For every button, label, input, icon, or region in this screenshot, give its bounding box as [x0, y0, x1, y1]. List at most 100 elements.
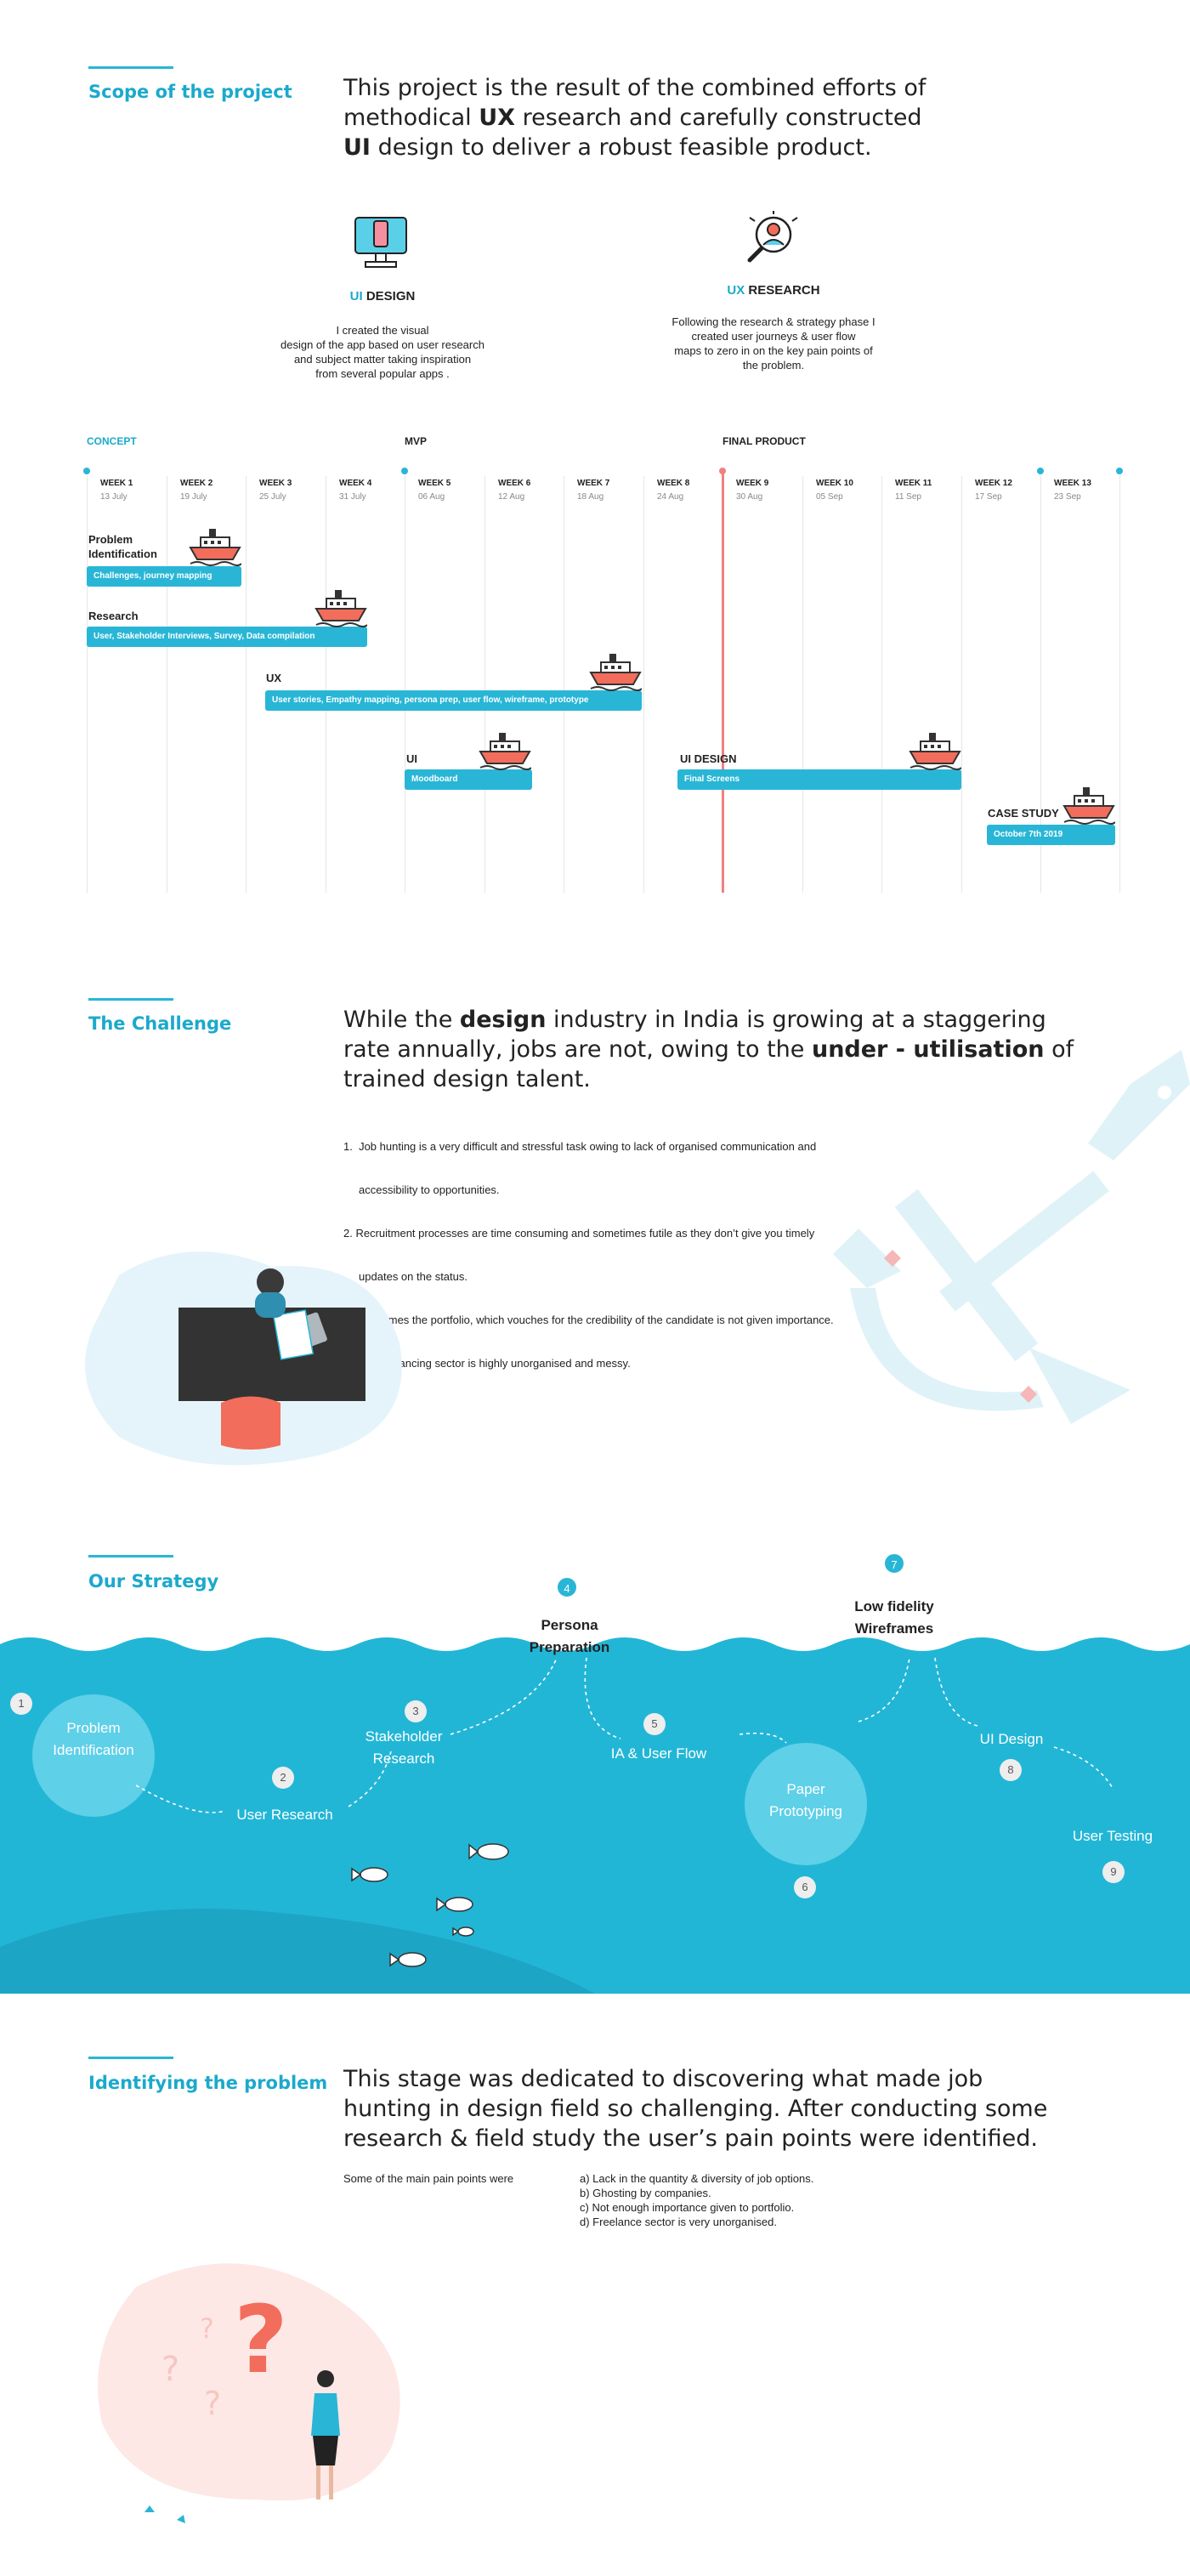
pain-points-intro: Some of the main pain points were — [343, 2172, 514, 2185]
week-date: 05 Sep — [816, 492, 843, 502]
scope-lead-line-3: UI design to deliver a robust feasible p… — [343, 134, 872, 161]
week-divider — [484, 476, 485, 893]
magnifier-user-icon — [747, 211, 798, 263]
milestone-final-product: FINAL PRODUCT — [722, 435, 806, 447]
week-label: WEEK 13 — [1054, 479, 1091, 488]
identify-section-title: Identifying the problem — [88, 2073, 328, 2093]
step-number: 7 — [883, 1552, 905, 1575]
challenge-lead-line-3: trained design talent. — [343, 1066, 591, 1092]
week-label: WEEK 3 — [259, 479, 292, 488]
task-research-title: Research — [88, 610, 139, 622]
step-stakeholder-research: Stakeholder Research — [365, 1728, 443, 1767]
week-divider — [87, 476, 88, 893]
week-date: 17 Sep — [975, 492, 1002, 502]
week-date: 11 Sep — [895, 492, 921, 502]
task-ui-bar: Moodboard — [405, 769, 532, 790]
challenge-lead: While the design industry in India is gr… — [343, 1005, 1108, 1094]
milestone-concept: CONCEPT — [87, 435, 137, 447]
week-label: WEEK 10 — [816, 479, 853, 488]
week-date: 23 Sep — [1054, 492, 1081, 502]
step-number: 3 — [405, 1700, 427, 1722]
ux-research-heading: UX RESEARCH — [727, 283, 820, 298]
scope-lead-line-2: methodical UX research and carefully con… — [343, 105, 922, 131]
strategy-section-title: Our Strategy — [88, 1571, 219, 1592]
task-ui-design-bar: Final Screens — [677, 769, 961, 790]
timeline-dot-today — [719, 468, 726, 474]
week-label: WEEK 7 — [577, 479, 610, 488]
week-divider — [961, 476, 962, 893]
svg-text:?: ? — [162, 2350, 179, 2389]
task-research-bar: User, Stakeholder Interviews, Survey, Da… — [87, 627, 367, 647]
challenge-lead-line-2: rate annually, jobs are not, owing to th… — [343, 1036, 1074, 1063]
ship-icon — [189, 529, 241, 566]
step-problem-identification: Problem Identification — [53, 1720, 134, 1758]
pen-anchor-illustration — [833, 1050, 1190, 1424]
task-ux-bar: User stories, Empathy mapping, persona p… — [265, 690, 642, 711]
week-date: 25 July — [259, 492, 286, 502]
ship-icon — [589, 654, 642, 691]
task-ui-design-title: UI DESIGN — [680, 752, 737, 765]
week-date: 18 Aug — [577, 492, 604, 502]
task-problem-identification-bar: Challenges, journey mapping — [87, 566, 241, 587]
week-label: WEEK 1 — [100, 479, 133, 488]
svg-text:?: ? — [234, 2285, 288, 2394]
ui-design-description: I created the visual design of the app b… — [280, 324, 484, 380]
week-date: 24 Aug — [657, 492, 684, 502]
current-week-line — [722, 473, 724, 893]
ship-icon — [909, 733, 961, 770]
step-low-fidelity-wireframes: Low fidelity Wireframes — [854, 1598, 934, 1637]
week-divider — [1040, 476, 1041, 893]
svg-text:?: ? — [200, 2312, 214, 2345]
section-accent-line — [88, 66, 173, 69]
section-accent-line — [88, 1555, 173, 1558]
scope-lead: This project is the result of the combin… — [343, 73, 1108, 162]
identify-lead: This stage was dedicated to discovering … — [343, 2066, 1048, 2152]
week-label: WEEK 6 — [498, 479, 531, 488]
week-label: WEEK 4 — [339, 479, 372, 488]
week-divider — [802, 476, 803, 893]
step-ui-design: UI Design — [979, 1731, 1044, 1747]
step-persona-preparation: Persona Preparation — [529, 1617, 610, 1655]
week-divider — [881, 476, 882, 893]
task-case-study-title: CASE STUDY — [988, 807, 1059, 820]
task-problem-identification-title: Problem Identification — [88, 533, 157, 560]
ship-icon — [1062, 787, 1115, 825]
ship-icon — [479, 733, 531, 770]
step-number: 1 — [10, 1693, 32, 1715]
step-number: 4 — [556, 1576, 578, 1598]
step-paper-prototyping: Paper Prototyping — [769, 1781, 842, 1819]
challenge-points: 1. Job hunting is a very difficult and s… — [343, 1140, 834, 1370]
step-number: 2 — [272, 1767, 294, 1789]
step-number: 9 — [1102, 1861, 1125, 1883]
step-number: 8 — [1000, 1759, 1022, 1781]
week-divider — [643, 476, 644, 893]
question-woman-illustration: ? ? ? ? — [98, 2263, 400, 2523]
week-label: WEEK 11 — [895, 479, 932, 488]
week-label: WEEK 2 — [180, 479, 213, 488]
interview-desk-illustration — [85, 1251, 402, 1466]
ship-icon — [314, 590, 367, 627]
week-date: 12 Aug — [498, 492, 525, 502]
week-date: 13 July — [100, 492, 128, 502]
scope-section-title: Scope of the project — [88, 82, 292, 102]
week-date: 19 July — [180, 492, 207, 502]
week-label: WEEK 5 — [418, 479, 451, 488]
section-accent-line — [88, 2057, 173, 2059]
fish-group — [351, 1843, 509, 1967]
step-user-research: User Research — [236, 1807, 333, 1823]
challenge-lead-line-1: While the design industry in India is gr… — [343, 1007, 1046, 1033]
week-label: WEEK 9 — [736, 479, 769, 488]
week-label: WEEK 12 — [975, 479, 1012, 488]
week-date: 06 Aug — [418, 492, 445, 502]
step-ia-user-flow: IA & User Flow — [610, 1745, 707, 1762]
svg-text:?: ? — [204, 2385, 221, 2422]
ocean-illustration — [0, 1637, 1190, 1994]
ui-design-heading: UI DESIGN — [349, 289, 416, 304]
week-date: 30 Aug — [736, 492, 763, 502]
scope-lead-line-1: This project is the result of the combin… — [343, 75, 926, 101]
week-date: 31 July — [339, 492, 366, 502]
step-user-testing: User Testing — [1072, 1828, 1153, 1844]
timeline-dot — [1037, 468, 1044, 474]
task-ui-title: UI — [406, 752, 417, 765]
